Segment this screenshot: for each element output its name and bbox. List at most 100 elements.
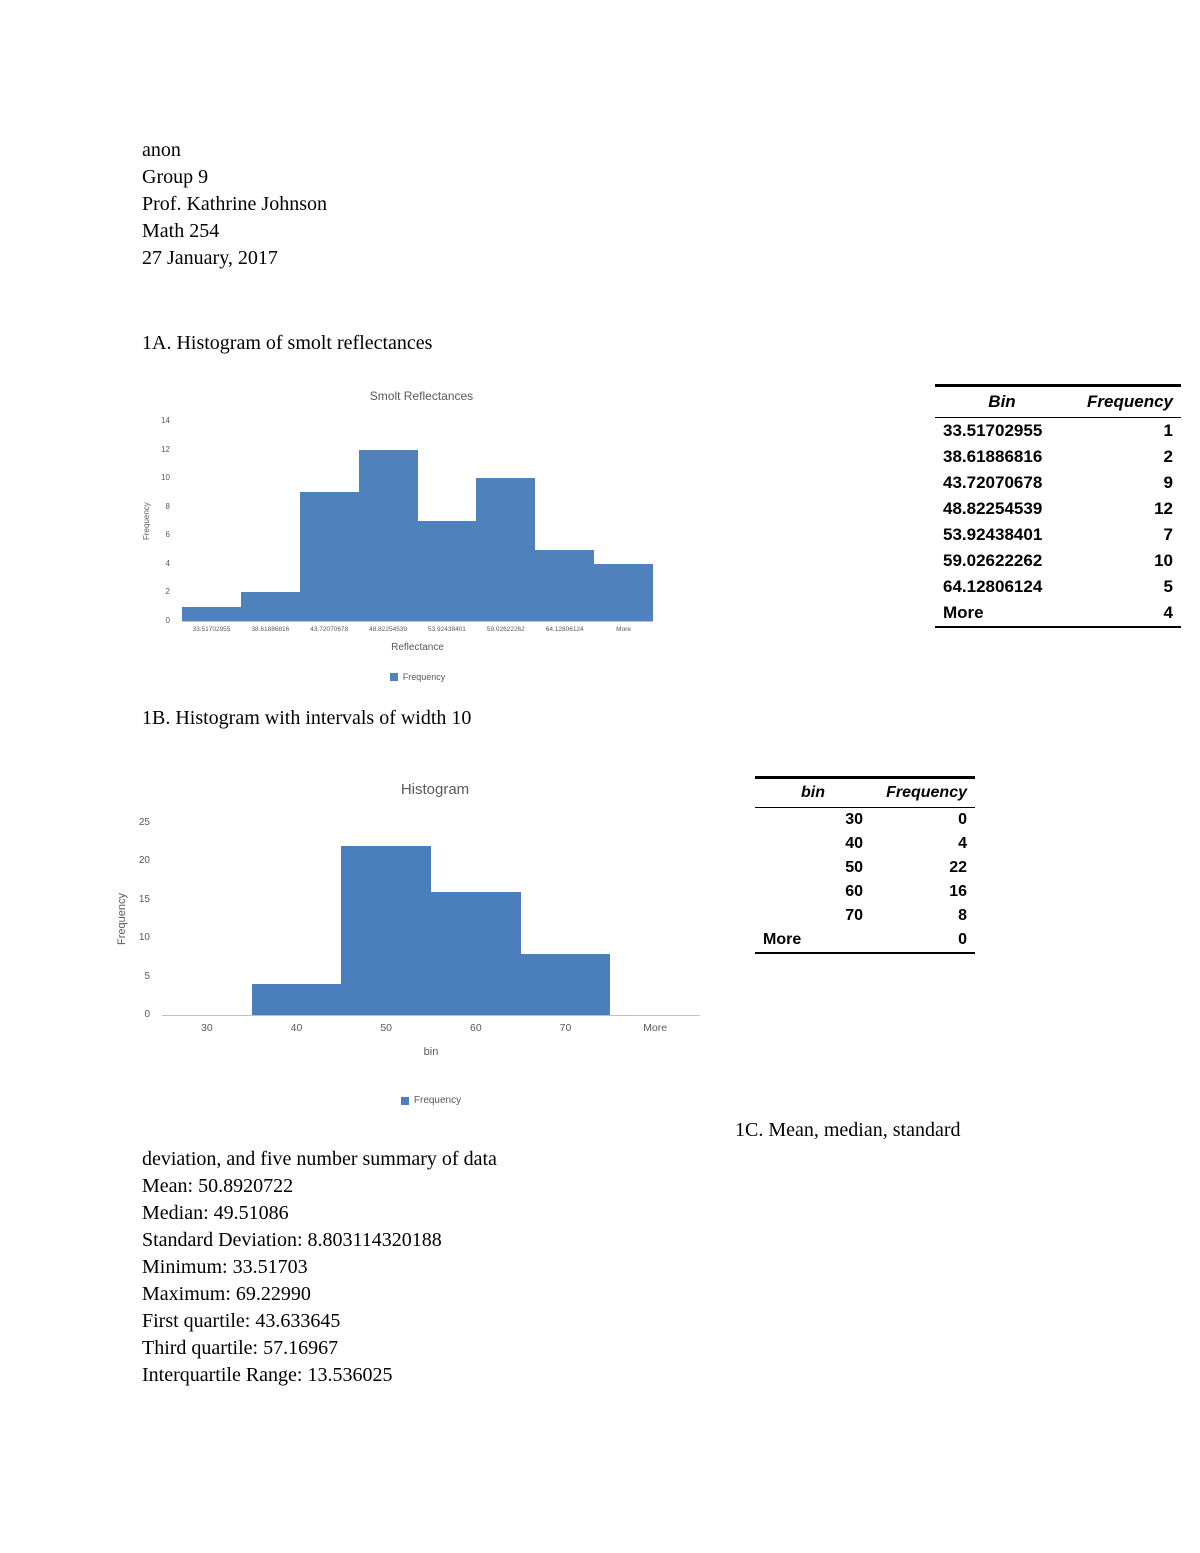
column-header-frequency: Frequency [871, 777, 975, 808]
frequency-cell: 2 [1163, 447, 1173, 466]
frequency-cell: 4 [958, 835, 967, 852]
section-1c-heading-wrap: deviation, and five number summary of da… [142, 1148, 497, 1170]
y-axis-ticks: 0 2 4 6 8 10 12 14 [140, 417, 176, 625]
bin-cell: 70 [845, 907, 863, 924]
bin-cell: 59.02622262 [943, 551, 1043, 570]
bin-cell: 38.61886816 [943, 447, 1043, 466]
x-axis-ticks: 33.51702955 38.61886816 43.72070678 48.8225… [182, 626, 653, 634]
frequency-cell: 0 [958, 811, 967, 828]
stat-standard-deviation: Standard Deviation: 8.803114320188 [142, 1229, 442, 1251]
y-tick-label: 12 [161, 444, 170, 454]
bin-cell: 48.82254539 [943, 499, 1043, 518]
plot-area [182, 421, 653, 622]
y-tick-label: 0 [165, 616, 170, 625]
section-1c-heading: 1C. Mean, median, standard [735, 1119, 961, 1141]
bar [431, 892, 521, 1015]
table-row: 33.51702955 1 [935, 418, 1181, 445]
legend-swatch [400, 1096, 409, 1105]
frequency-cell: 16 [949, 883, 967, 900]
legend-label: Frequency [413, 1095, 462, 1106]
y-tick-label: 15 [138, 893, 150, 905]
x-tick-label: 30 [200, 1022, 213, 1034]
x-axis-label: bin [423, 1046, 439, 1058]
bar [476, 478, 536, 621]
bin-cell: 43.72070678 [943, 473, 1043, 492]
frequency-cell: 5 [1163, 577, 1173, 596]
bin-cell: 50 [845, 859, 863, 876]
section-1b-heading: 1B. Histogram with intervals of width 10 [142, 707, 472, 729]
stat-median: Median: 49.51086 [142, 1202, 289, 1224]
x-tick-label: 59.02622262 [486, 626, 525, 633]
x-axis-ticks: 30 40 50 60 70 More [162, 1022, 700, 1035]
bar [182, 606, 241, 621]
y-tick-label: 0 [144, 1009, 150, 1020]
table-row: More 0 [755, 928, 975, 953]
table-row: 70 8 [755, 904, 975, 928]
bin-more-cell: More [943, 603, 984, 622]
y-tick-label: 10 [161, 473, 170, 483]
x-axis-label: Reflectance [391, 642, 444, 653]
stat-mean: Mean: 50.8920722 [142, 1175, 294, 1197]
bar [341, 846, 432, 1015]
x-tick-label: 48.82254539 [369, 626, 408, 633]
y-tick-label: 5 [144, 970, 150, 982]
document-header: anon Group 9 Prof. Kathrine Johnson Math… [142, 137, 327, 272]
bar [594, 563, 653, 621]
author-line: anon [142, 139, 181, 161]
bar [535, 549, 595, 621]
bin-frequency-table-1b: bin Frequency 30 0 40 4 50 22 60 16 70 8 More… [755, 776, 975, 954]
professor-line: Prof. Kathrine Johnson [142, 193, 327, 215]
table-row: 48.82254539 12 [935, 496, 1181, 522]
legend: Frequency [182, 672, 653, 682]
frequency-cell: 22 [949, 859, 967, 876]
plot-area [162, 823, 700, 1016]
bin-cell: 40 [845, 835, 863, 852]
x-tick-label: More [643, 1022, 668, 1034]
chart-title: Smolt Reflectances [369, 389, 474, 403]
smolt-reflectances-chart: Smolt Reflectances Frequency 0 2 4 6 8 10 12 14… [140, 383, 665, 693]
column-header-frequency: Frequency [1069, 385, 1181, 418]
legend: Frequency [162, 1095, 700, 1106]
bin-cell: 30 [845, 811, 863, 828]
section-1a-heading: 1A. Histogram of smolt reflectances [142, 332, 433, 354]
bin-more-cell: More [763, 931, 802, 948]
y-tick-label: 6 [165, 530, 170, 540]
table-header-row: bin Frequency [755, 777, 975, 808]
course-line: Math 254 [142, 220, 220, 242]
x-tick-label: 70 [559, 1022, 572, 1034]
frequency-cell: 9 [1163, 473, 1173, 492]
bar [240, 592, 300, 621]
column-header-bin: bin [755, 777, 871, 808]
bin-frequency-table-1a: Bin Frequency 33.51702955 1 38.61886816 2 … [935, 384, 1181, 628]
frequency-cell: 10 [1154, 551, 1173, 570]
y-tick-label: 4 [165, 558, 170, 568]
table-row: 60 16 [755, 880, 975, 904]
chart-title: Histogram [400, 781, 470, 798]
bar [417, 521, 477, 621]
bin-cell: 33.51702955 [943, 421, 1043, 440]
frequency-cell: 4 [1163, 603, 1173, 622]
table-header-row: Bin Frequency [935, 385, 1181, 418]
x-tick-label: 64.12806124 [545, 626, 584, 633]
bin-cell: 60 [845, 883, 863, 900]
legend-label: Frequency [402, 672, 446, 682]
x-tick-label: 38.61886816 [251, 626, 290, 633]
x-tick-label: More [616, 626, 631, 633]
x-tick-label: 33.51702955 [192, 626, 231, 633]
y-axis-ticks: 0 5 10 15 20 25 [110, 818, 156, 1020]
frequency-cell: 1 [1163, 421, 1173, 440]
x-tick-label: 53.92438401 [427, 626, 466, 633]
table-row: 30 0 [755, 808, 975, 833]
y-tick-label: 8 [165, 501, 170, 511]
x-tick-label: 50 [380, 1022, 393, 1034]
date-line: 27 January, 2017 [142, 247, 278, 269]
stat-minimum: Minimum: 33.51703 [142, 1256, 308, 1278]
bin-cell: 53.92438401 [943, 525, 1043, 544]
bar [358, 449, 418, 621]
x-tick-label: 43.72070678 [310, 626, 349, 633]
x-tick-label: 60 [470, 1022, 482, 1034]
group-line: Group 9 [142, 166, 209, 188]
table-row: 53.92438401 7 [935, 522, 1181, 548]
stat-first-quartile: First quartile: 43.633645 [142, 1310, 341, 1332]
bars [162, 823, 700, 1015]
